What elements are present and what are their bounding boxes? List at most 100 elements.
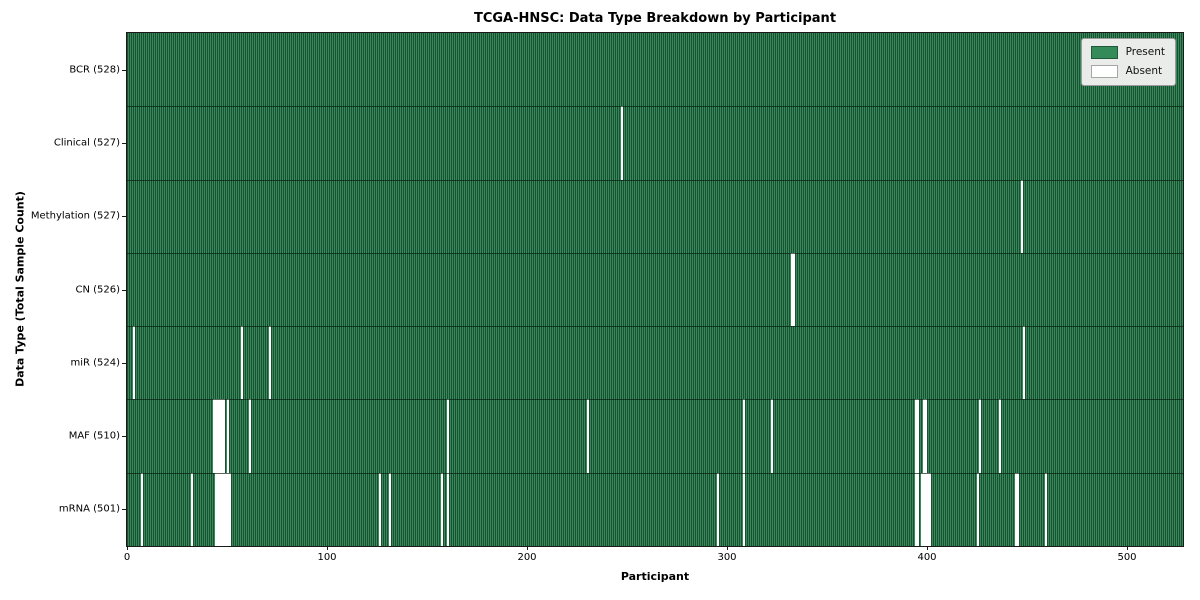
present-swatch xyxy=(1090,46,1118,59)
y-tick-mark xyxy=(122,362,126,364)
absent-gap xyxy=(1015,472,1017,546)
absent-gap xyxy=(915,472,917,546)
y-tick-label: mRNA (501) xyxy=(58,503,120,515)
absent-gap xyxy=(917,399,919,473)
absent-gap xyxy=(215,399,217,473)
absent-gap xyxy=(1021,179,1023,253)
y-tick-label: CN (526) xyxy=(75,284,120,295)
y-tick-mark xyxy=(122,142,126,144)
absent-gap xyxy=(923,472,925,546)
absent-gap xyxy=(925,472,927,546)
row-separator xyxy=(127,106,1183,108)
y-tick-mark xyxy=(122,509,126,511)
absent-gap xyxy=(1045,472,1047,546)
absent-gap xyxy=(269,326,271,400)
absent-gap xyxy=(215,472,217,546)
x-tick-mark xyxy=(727,546,728,550)
absent-gap xyxy=(221,399,223,473)
absent-gap xyxy=(249,399,251,473)
y-tick-label: MAF (510) xyxy=(68,430,120,442)
chart-title: TCGA-HNSC: Data Type Breakdown by Partic… xyxy=(473,11,837,26)
absent-gap xyxy=(791,252,793,327)
x-tick-label: 100 xyxy=(317,552,337,563)
legend: Present Absent xyxy=(1080,38,1176,86)
absent-gap xyxy=(213,399,215,473)
y-tick-mark xyxy=(122,289,126,291)
row-cn xyxy=(127,252,1183,327)
x-axis-title: Participant xyxy=(620,570,690,583)
y-tick-mark xyxy=(122,436,126,438)
y-tick-label: BCR (528) xyxy=(69,64,120,76)
absent-gap xyxy=(1023,326,1025,400)
plot-area: Present Absent xyxy=(126,32,1184,547)
absent-gap xyxy=(587,399,589,473)
row-separator xyxy=(127,472,1183,474)
absent-gap xyxy=(141,472,143,546)
absent-gap xyxy=(979,399,981,473)
row-separator xyxy=(127,326,1183,328)
absent-gap xyxy=(227,472,229,546)
absent-gap xyxy=(447,399,449,473)
x-tick-mark xyxy=(527,546,528,550)
absent-gap xyxy=(217,399,219,473)
y-tick-label: Methylation (527) xyxy=(30,210,120,222)
x-tick-label: 200 xyxy=(517,552,537,563)
absent-gap xyxy=(915,399,917,473)
row-separator xyxy=(127,179,1183,181)
absent-gap xyxy=(743,472,745,546)
absent-gap xyxy=(621,106,623,180)
absent-gap xyxy=(447,472,449,546)
absent-gap xyxy=(743,399,745,473)
row-maf xyxy=(127,399,1183,473)
absent-swatch xyxy=(1090,65,1118,78)
y-tick-label: Clinical (527) xyxy=(53,137,120,149)
absent-gap xyxy=(225,472,227,546)
absent-gap xyxy=(717,472,719,546)
absent-gap xyxy=(379,472,381,546)
absent-gap xyxy=(217,472,219,546)
absent-gap xyxy=(219,399,221,473)
legend-label-absent: Absent xyxy=(1125,65,1163,77)
row-mir xyxy=(127,326,1183,400)
absent-gap xyxy=(191,472,193,546)
x-tick-mark xyxy=(127,546,128,550)
y-tick-mark xyxy=(122,69,126,71)
absent-gap xyxy=(133,326,135,400)
x-tick-label: 400 xyxy=(917,552,937,563)
absent-gap xyxy=(221,472,223,546)
absent-gap xyxy=(227,399,229,473)
absent-gap xyxy=(219,472,221,546)
row-mrna xyxy=(127,472,1183,546)
row-clinical xyxy=(127,106,1183,180)
row-separator xyxy=(127,252,1183,254)
x-tick-mark xyxy=(327,546,328,550)
absent-gap xyxy=(241,326,243,400)
row-bcr xyxy=(127,33,1183,107)
absent-gap xyxy=(999,399,1001,473)
absent-gap xyxy=(923,399,925,473)
absent-gap xyxy=(223,399,225,473)
x-tick-label: 0 xyxy=(123,552,131,563)
x-tick-mark xyxy=(927,546,928,550)
absent-gap xyxy=(771,399,773,473)
absent-gap xyxy=(793,252,795,327)
y-tick-label: miR (524) xyxy=(70,357,120,369)
absent-gap xyxy=(925,399,927,473)
x-tick-label: 500 xyxy=(1117,552,1137,563)
absent-gap xyxy=(929,472,931,546)
row-separator xyxy=(127,399,1183,401)
absent-gap xyxy=(389,472,391,546)
row-methylation xyxy=(127,179,1183,253)
legend-entry-present: Present xyxy=(1090,46,1165,59)
absent-gap xyxy=(921,472,923,546)
absent-gap xyxy=(977,472,979,546)
x-tick-mark xyxy=(1127,546,1128,550)
absent-gap xyxy=(1017,472,1019,546)
legend-entry-absent: Absent xyxy=(1090,65,1165,78)
absent-gap xyxy=(917,472,919,546)
absent-gap xyxy=(229,472,231,546)
legend-label-present: Present xyxy=(1125,46,1165,58)
x-tick-label: 300 xyxy=(717,552,737,563)
absent-gap xyxy=(441,472,443,546)
